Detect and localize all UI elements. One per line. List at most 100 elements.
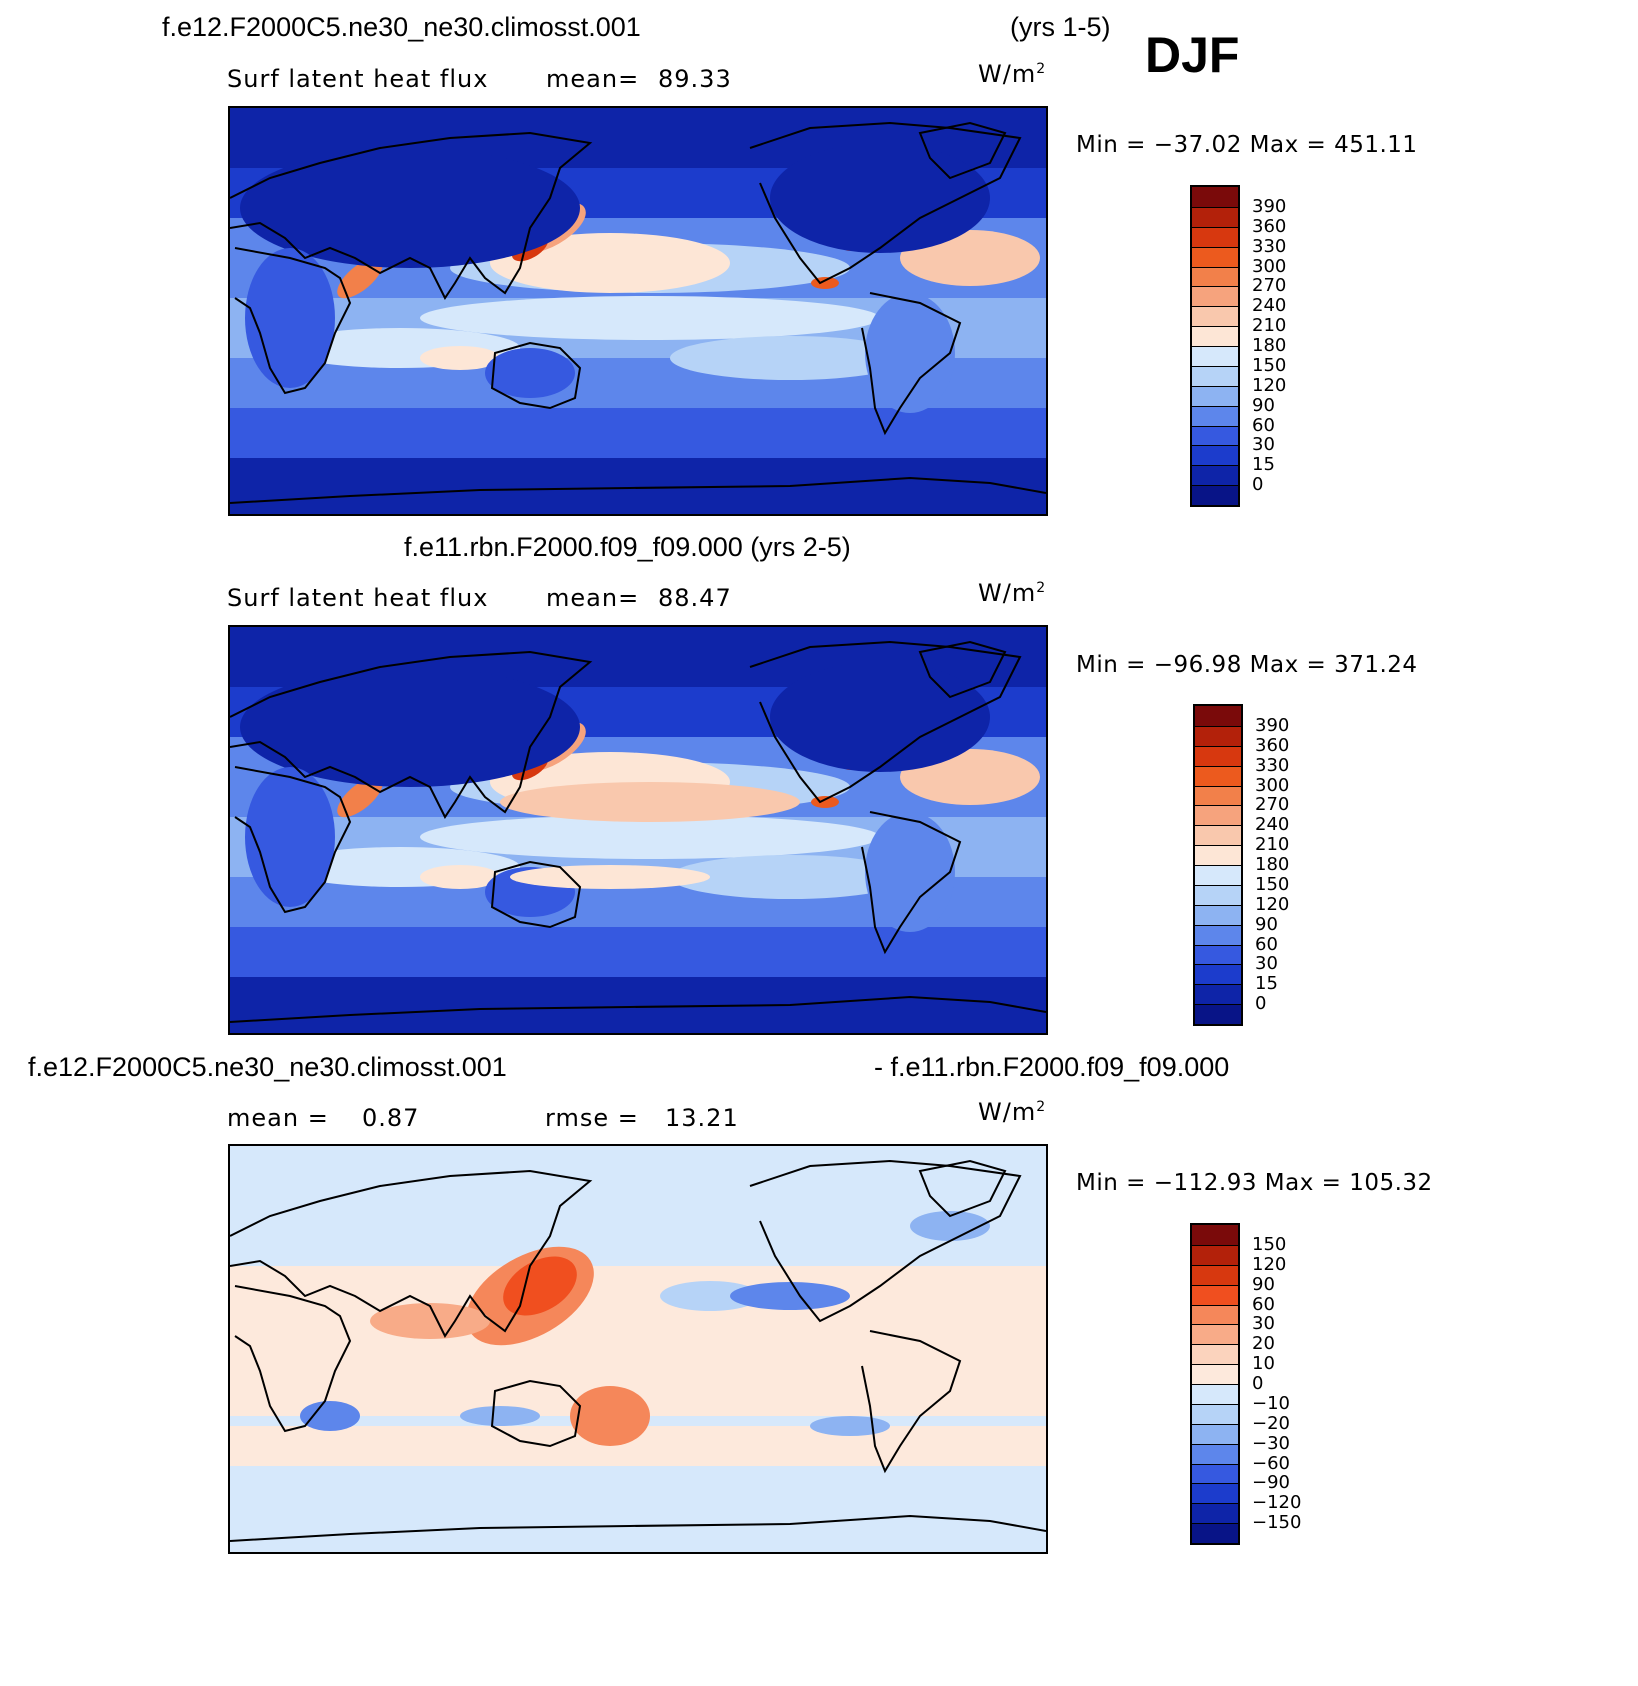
- coastline: [490, 1379, 582, 1448]
- colorbar-tick-label: 60: [1252, 414, 1275, 436]
- colorbar-swatch: [1195, 964, 1241, 985]
- field-blob: [510, 865, 710, 889]
- field-blob: [660, 1281, 760, 1311]
- colorbar-swatch: [1192, 1503, 1238, 1524]
- colorbar-swatch: [1192, 1483, 1238, 1504]
- colorbar-swatch: [1192, 465, 1238, 486]
- colorbar-swatch: [1195, 725, 1241, 746]
- colorbar-swatch: [1192, 266, 1238, 287]
- field-blob: [500, 782, 800, 822]
- field-band: [230, 977, 1046, 1033]
- colorbar-tick-label: 60: [1252, 1293, 1275, 1315]
- colorbar-swatch: [1192, 365, 1238, 386]
- colorbar-tick-label: −10: [1252, 1392, 1290, 1414]
- field-band: [230, 458, 1046, 514]
- panel-1-minmax: Min = −37.02 Max = 451.11: [1076, 132, 1418, 158]
- coastline: [861, 292, 962, 436]
- colorbar-swatch: [1192, 246, 1238, 267]
- colorbar-tick-label: 30: [1255, 953, 1278, 975]
- colorbar-tick-label: −20: [1252, 1412, 1290, 1434]
- colorbar-swatch: [1192, 346, 1238, 366]
- panel-2-colorbar: [1193, 704, 1243, 1026]
- colorbar-tick-label: 180: [1252, 335, 1287, 356]
- panel-3-title-right: - f.e11.rbn.F2000.f09_f09.000: [874, 1052, 1230, 1082]
- colorbar-tick-label: 330: [1255, 754, 1290, 776]
- colorbar-swatch: [1192, 1284, 1238, 1305]
- panel-1-map: [228, 106, 1048, 516]
- coastline: [861, 1330, 962, 1474]
- coastline: [230, 995, 1046, 1023]
- panel-3-minmax: Min = −112.93 Max = 105.32: [1076, 1170, 1433, 1196]
- coastline: [918, 121, 1007, 180]
- colorbar-tick-label: −90: [1252, 1472, 1290, 1494]
- colorbar-swatch: [1195, 785, 1241, 806]
- panel-3-colorbar: [1190, 1223, 1240, 1545]
- colorbar-swatch: [1195, 825, 1241, 846]
- map-field-3: [230, 1146, 1046, 1552]
- colorbar-tick-label: 120: [1252, 374, 1287, 396]
- panel-3-title-left: f.e12.F2000C5.ne30_ne30.climosst.001: [28, 1052, 507, 1082]
- colorbar-swatch: [1192, 1304, 1238, 1325]
- coastline: [749, 640, 1022, 804]
- colorbar-tick-label: 30: [1252, 434, 1275, 456]
- field-blob: [810, 1416, 890, 1436]
- field-blob: [485, 348, 575, 398]
- colorbar-tick-label: 120: [1255, 893, 1290, 915]
- colorbar-tick-label: 10: [1252, 1353, 1275, 1375]
- colorbar-tick-label: −60: [1252, 1452, 1290, 1474]
- colorbar-swatch: [1195, 984, 1241, 1005]
- colorbar-tick-label: 300: [1255, 774, 1290, 796]
- panel-2-variable: Surf latent heat flux: [227, 584, 489, 612]
- field-blob: [670, 336, 910, 380]
- colorbar-swatch: [1192, 326, 1238, 346]
- coastline: [918, 1159, 1007, 1218]
- colorbar-tick-label: 390: [1255, 714, 1290, 736]
- field-blob: [570, 1386, 650, 1446]
- colorbar-swatch: [1195, 706, 1241, 726]
- colorbar-tick-label: 90: [1252, 1273, 1275, 1295]
- colorbar-tick-label: 240: [1255, 814, 1290, 836]
- colorbar-swatch: [1195, 745, 1241, 766]
- field-blob: [770, 143, 990, 253]
- panel-3-map: [228, 1144, 1048, 1554]
- season-label: DJF: [1145, 27, 1240, 83]
- coastline: [234, 1285, 352, 1433]
- colorbar-tick-label: 90: [1255, 913, 1278, 935]
- panel-1-title: f.e12.F2000C5.ne30_ne30.climosst.001: [162, 12, 641, 42]
- field-blob: [420, 865, 500, 889]
- colorbar-swatch: [1192, 206, 1238, 227]
- coastline: [230, 1169, 593, 1338]
- panel-3-mean-value: 0.87: [362, 1104, 420, 1132]
- field-blob: [910, 1211, 990, 1241]
- colorbar-swatch: [1195, 924, 1241, 945]
- coastline: [230, 1514, 1046, 1542]
- panel-3-mean-label: mean =: [227, 1104, 329, 1132]
- field-blob: [420, 296, 880, 340]
- colorbar-tick-label: 0: [1252, 1373, 1264, 1394]
- colorbar-swatch: [1195, 1004, 1241, 1024]
- field-blob: [245, 767, 335, 907]
- panel-1-colorbar: [1190, 185, 1240, 507]
- colorbar-tick-label: 270: [1252, 275, 1287, 297]
- colorbar-swatch: [1192, 306, 1238, 327]
- colorbar-tick-label: 360: [1255, 734, 1290, 756]
- coastline: [490, 860, 582, 929]
- colorbar-swatch: [1192, 1344, 1238, 1365]
- colorbar-swatch: [1192, 405, 1238, 426]
- colorbar-swatch: [1192, 1244, 1238, 1265]
- panel-1-variable: Surf latent heat flux: [227, 65, 489, 93]
- colorbar-tick-label: 330: [1252, 235, 1287, 257]
- colorbar-swatch: [1195, 765, 1241, 786]
- panel-1-years: (yrs 1-5): [1010, 12, 1111, 42]
- field-band: [230, 1266, 1046, 1416]
- panel-3-units: W/m2: [978, 1098, 1047, 1126]
- colorbar-swatch: [1192, 1403, 1238, 1424]
- colorbar-tick-label: 150: [1252, 354, 1287, 376]
- panel-1-mean-value: 89.33: [658, 65, 732, 93]
- panel-2-mean-label: mean=: [546, 584, 640, 612]
- panel-2-mean-value: 88.47: [658, 584, 732, 612]
- panel-2-units: W/m2: [978, 579, 1047, 607]
- colorbar-tick-label: 30: [1252, 1313, 1275, 1335]
- colorbar-swatch: [1192, 286, 1238, 307]
- colorbar-tick-label: 390: [1252, 195, 1287, 217]
